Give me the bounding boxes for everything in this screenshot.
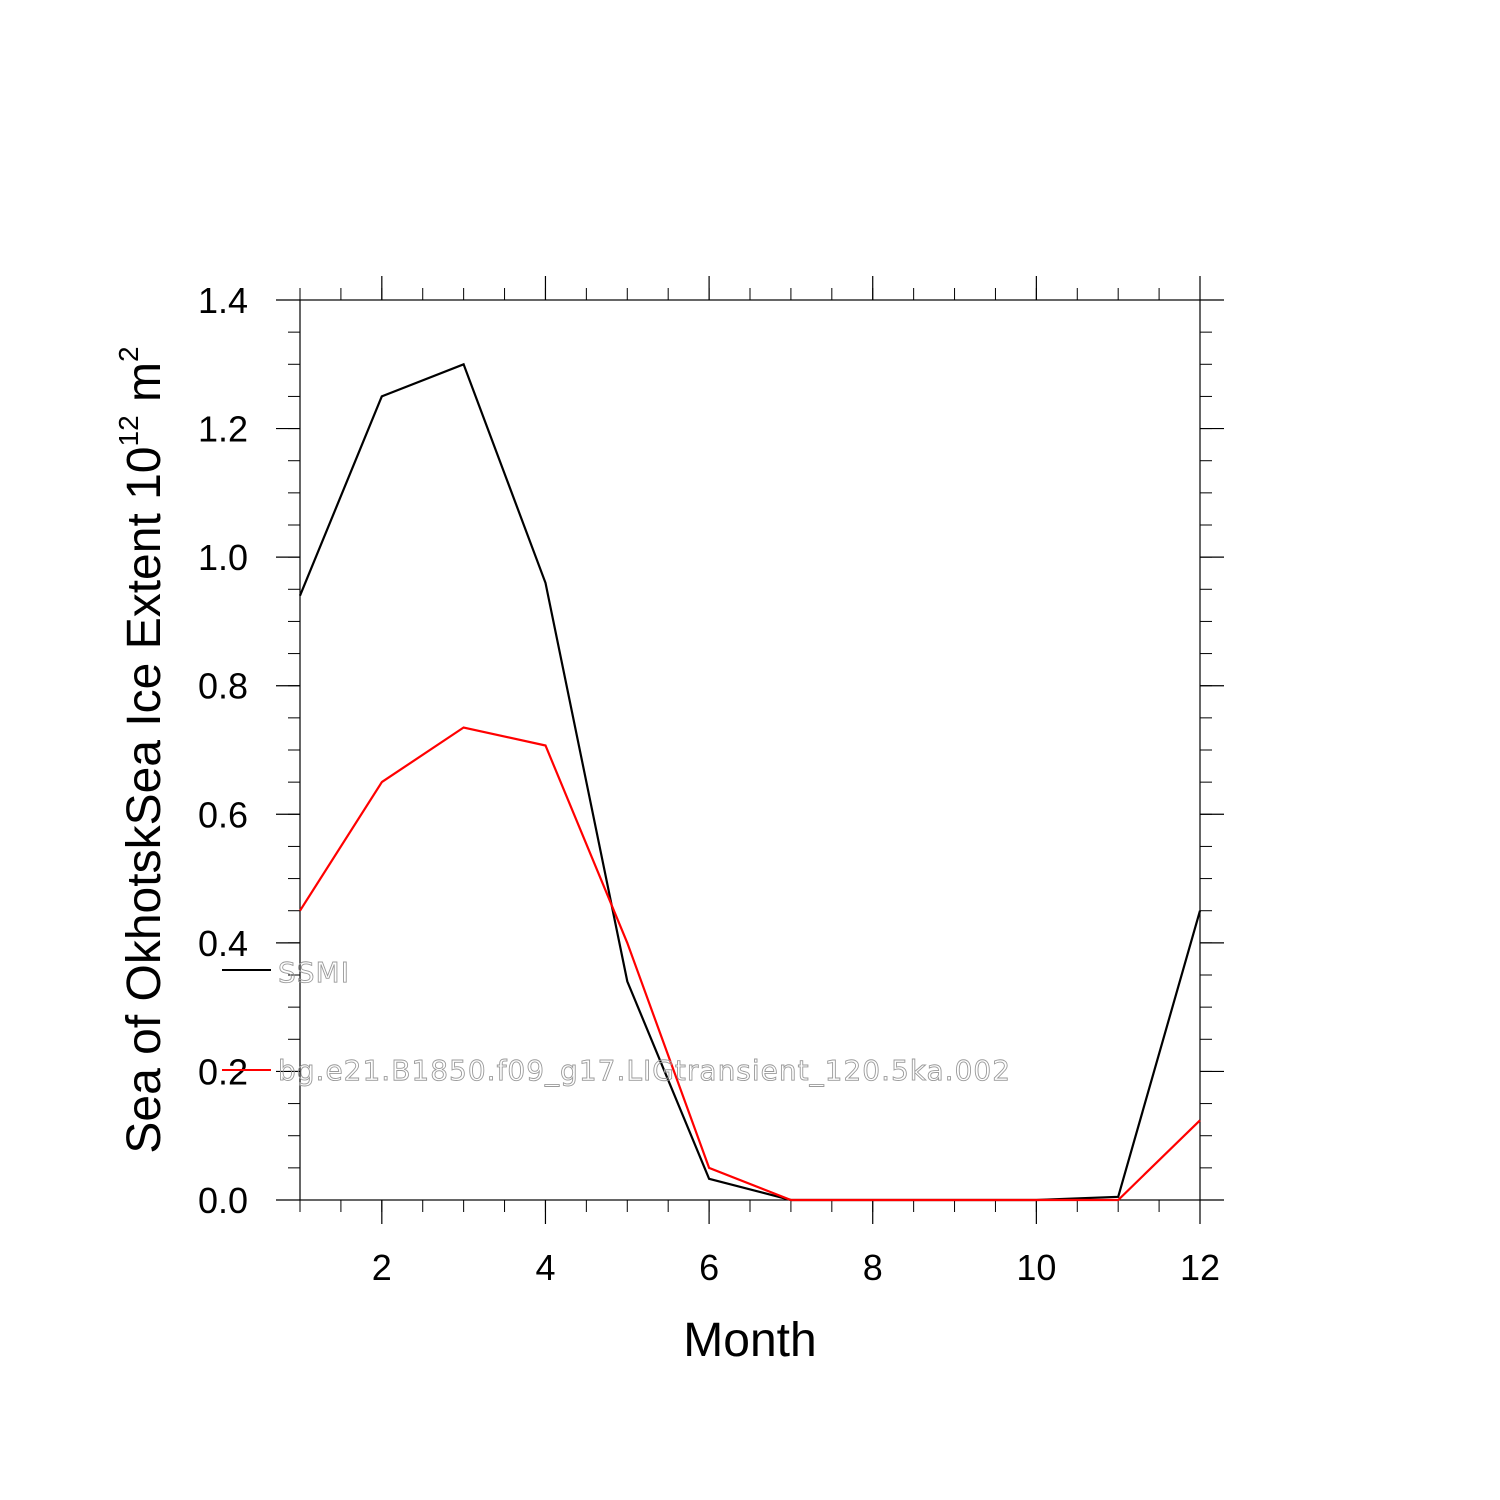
- legend-label-model: bg.e21.B1850.f09_g17.LIGtransient_120.5k…: [278, 1054, 1011, 1087]
- y-tick-label: 1.0: [198, 537, 248, 578]
- x-axis-title: Month: [683, 1314, 816, 1367]
- x-tick-labels: 2 4 6 8 10 12: [372, 1247, 1220, 1288]
- legend-label-ssmi: SSMI: [278, 956, 350, 989]
- y-tick-label: 1.4: [198, 280, 248, 321]
- x-tick-label: 10: [1016, 1247, 1056, 1288]
- x-tick-label: 12: [1180, 1247, 1220, 1288]
- x-tick-label: 6: [699, 1247, 719, 1288]
- legend: SSMI bg.e21.B1850.f09_g17.LIGtransient_1…: [222, 956, 1011, 1087]
- series-line-model: [299, 726, 1201, 1202]
- major-tick-marks: [276, 276, 1224, 1224]
- y-axis-title: Sea of OkhotskSea Ice Extent 1012 m2: [113, 346, 171, 1153]
- y-axis-title-unit: m: [118, 362, 171, 415]
- y-tick-label: 1.2: [198, 409, 248, 450]
- series-lines: [298, 362, 1202, 1202]
- x-tick-label: 4: [535, 1247, 555, 1288]
- y-tick-label: 0.6: [198, 794, 248, 835]
- y-axis-title-exponent: 12: [113, 415, 144, 446]
- y-tick-labels: 0.0 0.2 0.4 0.6 0.8 1.0 1.2 1.4: [198, 280, 248, 1221]
- x-tick-label: 2: [372, 1247, 392, 1288]
- x-tick-label: 8: [863, 1247, 883, 1288]
- y-axis-title-unit-exponent: 2: [113, 346, 144, 362]
- y-tick-label: 0.2: [198, 1051, 248, 1092]
- y-axis-title-text: Sea of OkhotskSea Ice Extent 10: [118, 446, 171, 1153]
- plot-frame: [299, 299, 1201, 1201]
- y-tick-label: 0.4: [198, 923, 248, 964]
- y-tick-label: 0.8: [198, 666, 248, 707]
- y-tick-label: 0.0: [198, 1180, 248, 1221]
